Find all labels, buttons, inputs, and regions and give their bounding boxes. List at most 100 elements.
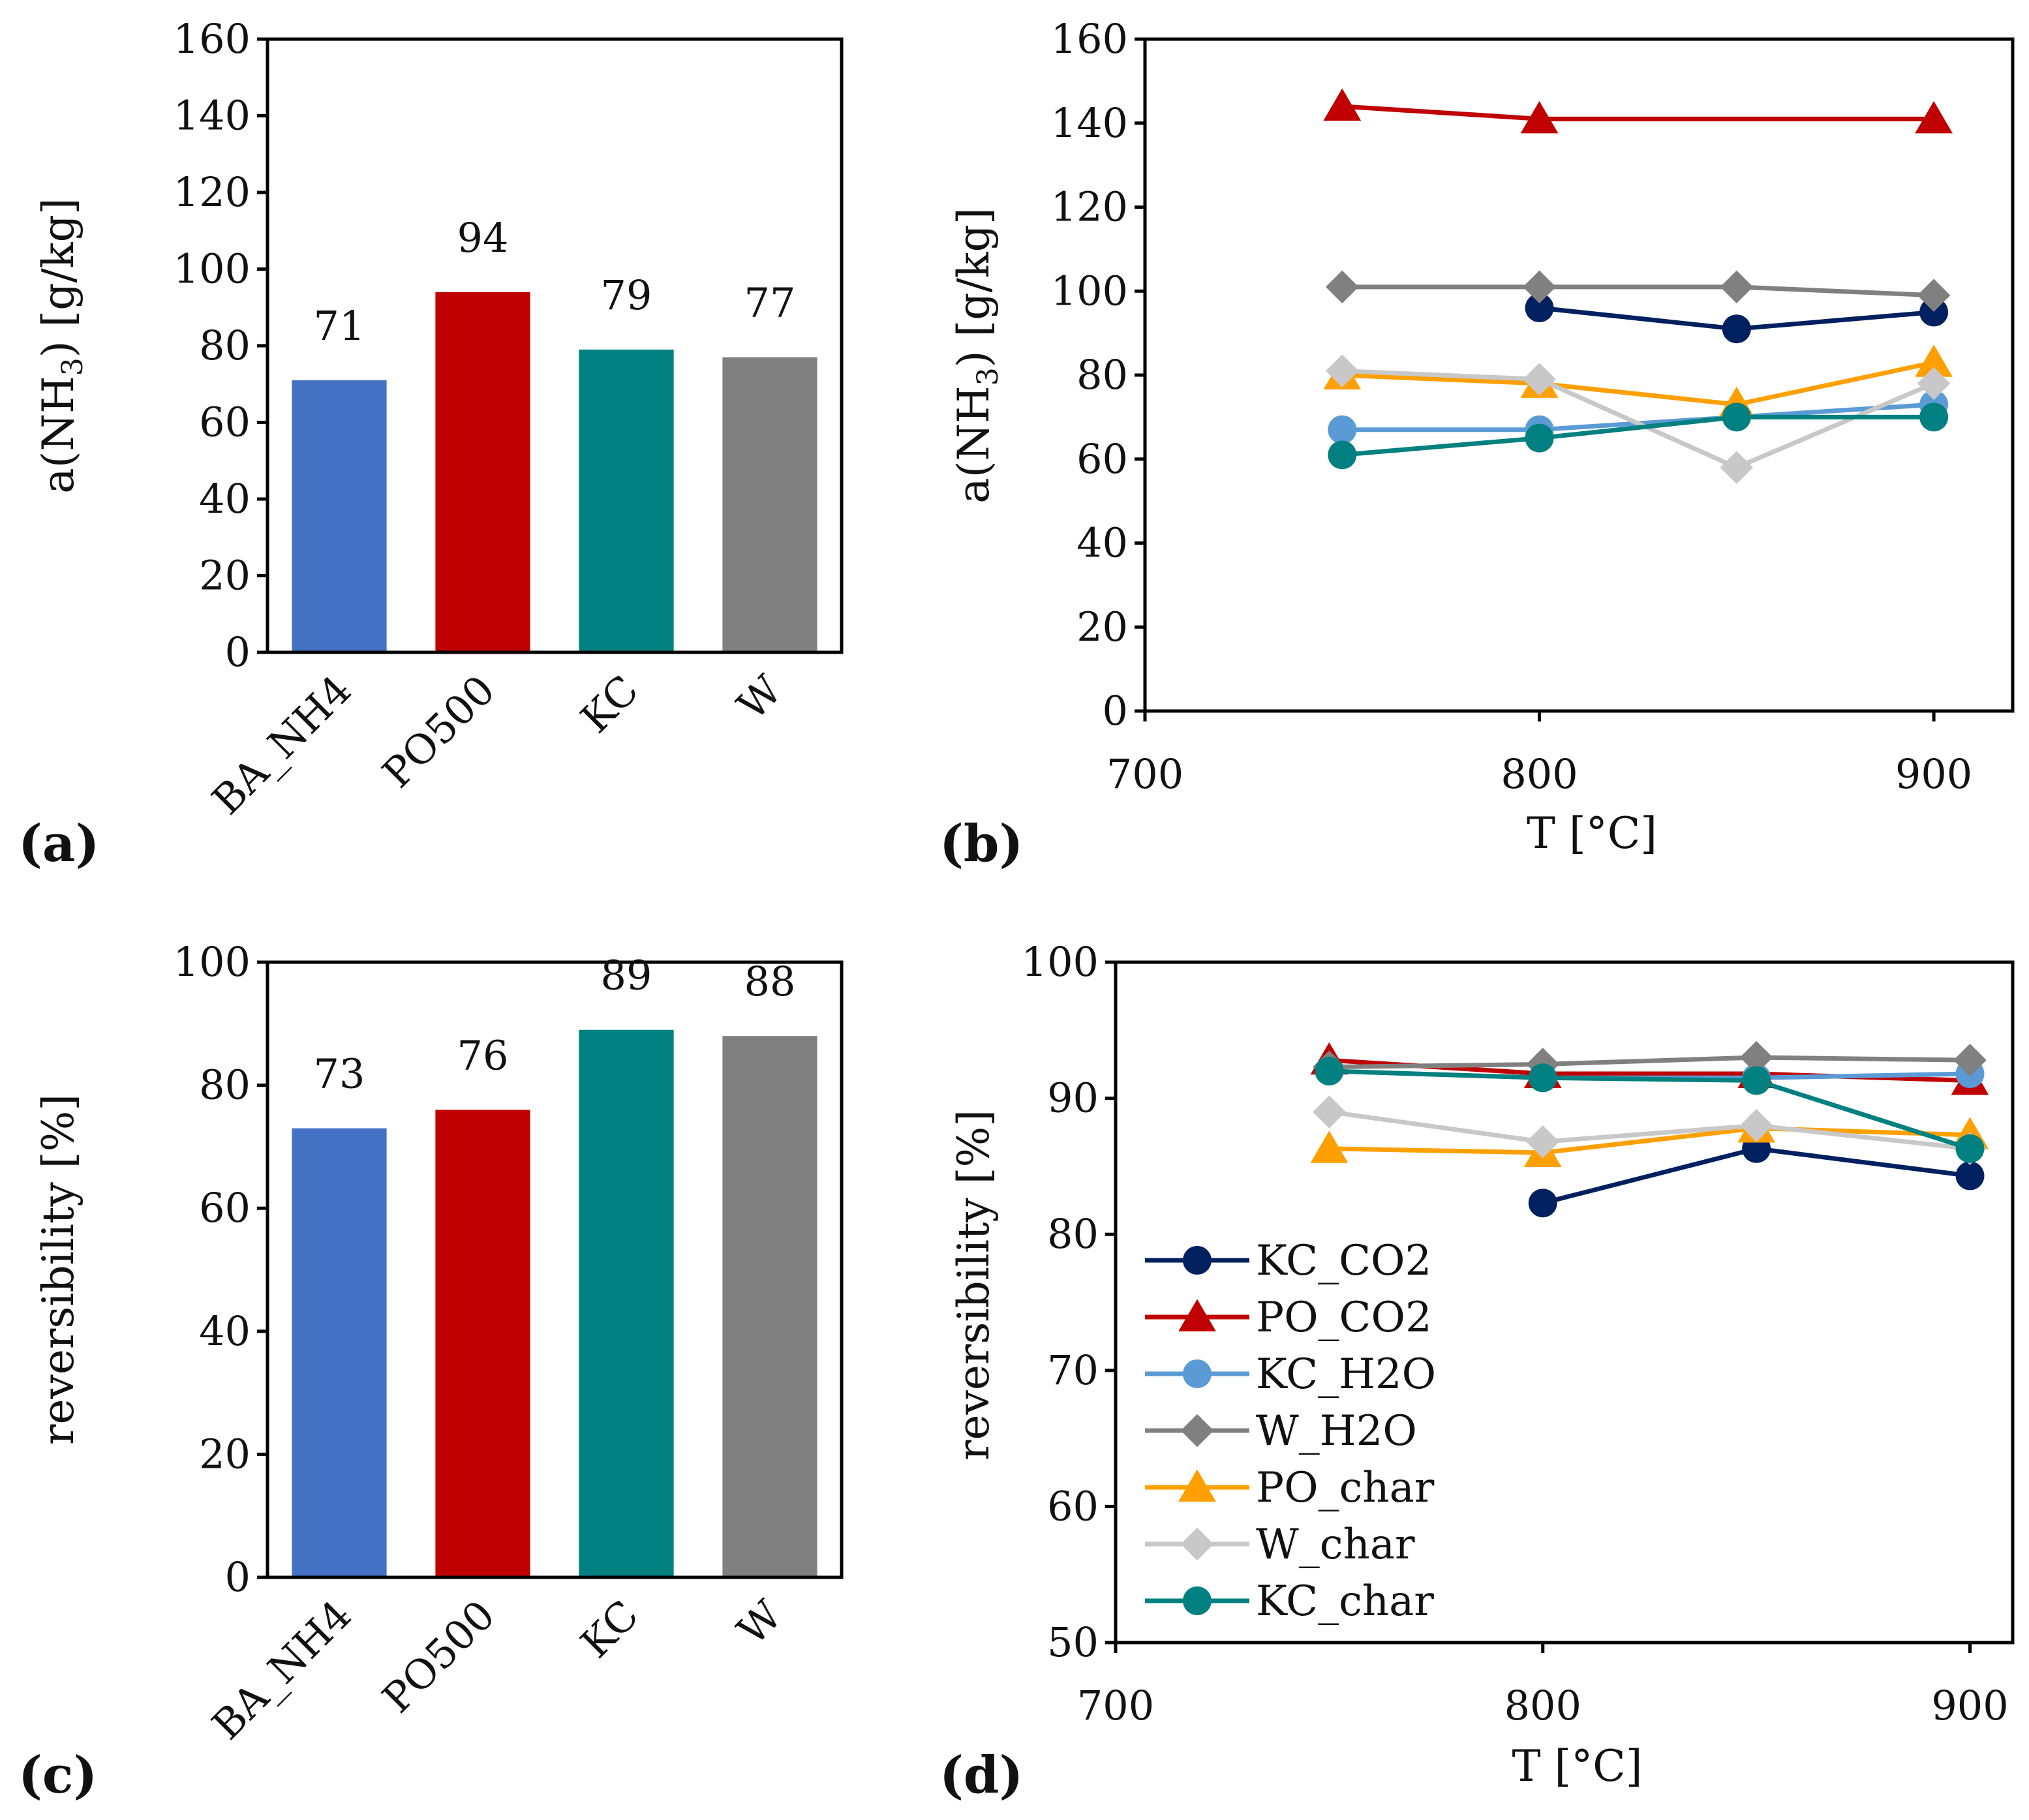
marker-diamond (1917, 279, 1951, 312)
series-line (1329, 1125, 1970, 1155)
marker-circle (1742, 1066, 1771, 1095)
y-axis-title-tail: ) [g/kg] (949, 207, 999, 367)
marker-triangle (1178, 1299, 1216, 1331)
series-po-co2 (1310, 1042, 1989, 1095)
y-tick-label: 100 (174, 245, 251, 293)
x-category-label: KC (572, 1591, 648, 1667)
bar-value-label: 79 (601, 271, 652, 319)
panel-c-letter: (c) (18, 1746, 97, 1805)
marker-circle (1955, 1134, 1985, 1163)
bar-kc (579, 349, 674, 652)
marker-diamond (1180, 1527, 1214, 1561)
marker-triangle (1915, 100, 1953, 134)
marker-circle (1722, 402, 1751, 432)
marker-circle (1183, 1246, 1212, 1275)
y-axis-title-subscript: 3 (971, 367, 1005, 386)
marker-diamond (1720, 451, 1754, 484)
x-tick-label: 900 (1895, 750, 1972, 798)
series-line (1328, 1109, 1970, 1151)
marker-triangle (1520, 100, 1559, 134)
series-line (1342, 104, 1934, 121)
marker-diamond (1523, 363, 1556, 396)
y-tick-label: 20 (199, 1430, 251, 1478)
y-tick-label: 0 (1103, 687, 1128, 735)
legend-label: KC_char (1256, 1577, 1434, 1626)
legend-label: PO_char (1256, 1464, 1435, 1512)
marker-circle (1525, 294, 1554, 322)
y-tick-label: 0 (225, 628, 251, 676)
marker-triangle (1310, 1130, 1349, 1163)
y-tick-label: 40 (199, 1307, 251, 1355)
series-w-h2o (1325, 270, 1951, 312)
marker-circle (1722, 314, 1751, 344)
marker-circle (1919, 402, 1949, 432)
marker-circle (1328, 415, 1357, 444)
marker-circle (1919, 297, 1949, 327)
marker-diamond (1325, 270, 1359, 304)
y-tick-label: 50 (1047, 1618, 1099, 1666)
panel-d-letter: (d) (939, 1746, 1023, 1805)
x-tick-label: 700 (1077, 1682, 1154, 1729)
series-kc-co2 (1525, 294, 1949, 344)
marker-triangle (1178, 1469, 1216, 1502)
y-tick-label: 100 (174, 938, 251, 986)
marker-circle (1183, 1586, 1212, 1615)
marker-circle (1315, 1056, 1344, 1085)
series-line (1329, 1055, 1970, 1070)
x-tick-label: 900 (1931, 1682, 2008, 1729)
marker-diamond (1325, 354, 1359, 387)
x-tick-label: 800 (1501, 750, 1578, 798)
y-tick-label: 20 (199, 552, 251, 599)
series-line (1329, 1069, 1971, 1151)
legend-label: KC_CO2 (1256, 1237, 1431, 1285)
y-tick-label: 140 (1051, 99, 1128, 147)
y-tick-label: 160 (1051, 15, 1128, 63)
x-category-label: PO500 (373, 1591, 504, 1722)
marker-circle (1955, 1161, 1985, 1191)
series-po-co2 (1323, 88, 1953, 134)
series-line (1342, 369, 1935, 470)
marker-diamond (1917, 367, 1951, 401)
x-axis-title: T [°C] (1512, 1741, 1643, 1791)
legend-label: KC_H2O (1256, 1350, 1436, 1399)
bar-ba_nh4 (292, 380, 387, 652)
marker-diamond (1720, 270, 1754, 304)
legend-label: W_H2O (1256, 1407, 1417, 1455)
y-tick-label: 60 (199, 1184, 251, 1232)
plot-frame (1114, 960, 2015, 1645)
series-w-char (1325, 354, 1951, 484)
marker-circle (1528, 1063, 1557, 1093)
y-tick-label: 80 (1076, 351, 1128, 399)
panel-c-bar-chart: 0 20 40 60 80 100 reversibility [%] 73 BA_NH4 76 P… (33, 938, 844, 1749)
x-category-label: BA_NH4 (203, 666, 361, 824)
x-tick-label: 800 (1504, 1682, 1581, 1729)
marker-diamond (1526, 1125, 1560, 1159)
y-tick-label: 60 (199, 399, 251, 446)
panel-a-bar-chart: 0 20 40 60 80 100 120 140 160 a(NH3) [g/kg] 71 BA_N… (33, 15, 844, 824)
series-line (1341, 414, 1934, 457)
marker-circle (1328, 440, 1357, 470)
marker-diamond (1523, 270, 1556, 304)
bar-value-label: 76 (457, 1031, 509, 1079)
y-tick-label: 80 (199, 1061, 251, 1109)
x-category-label: PO500 (373, 666, 504, 797)
marker-circle (1525, 423, 1554, 453)
y-axis-title: a(NH3) [g/kg] (949, 207, 1005, 503)
y-tick-label: 40 (199, 475, 251, 523)
y-axis-title: a(NH3) [g/kg] (33, 198, 89, 493)
bar-value-label: 77 (744, 279, 796, 327)
y-tick-label: 60 (1076, 435, 1128, 483)
y-axis-title: reversibility [%] (949, 1110, 999, 1461)
y-tick-label: 20 (1076, 603, 1128, 650)
legend-label: W_char (1256, 1521, 1415, 1569)
y-axis-title-main: a(NH (949, 386, 999, 503)
x-category-label: KC (572, 666, 648, 742)
series-kc-char (1328, 402, 1949, 470)
marker-diamond (1739, 1109, 1773, 1142)
legend-label: PO_CO2 (1256, 1294, 1432, 1342)
y-tick-label: 80 (199, 322, 251, 369)
bar-value-label: 89 (601, 952, 652, 999)
x-category-label: W (728, 1591, 791, 1654)
marker-circle (1183, 1359, 1212, 1388)
